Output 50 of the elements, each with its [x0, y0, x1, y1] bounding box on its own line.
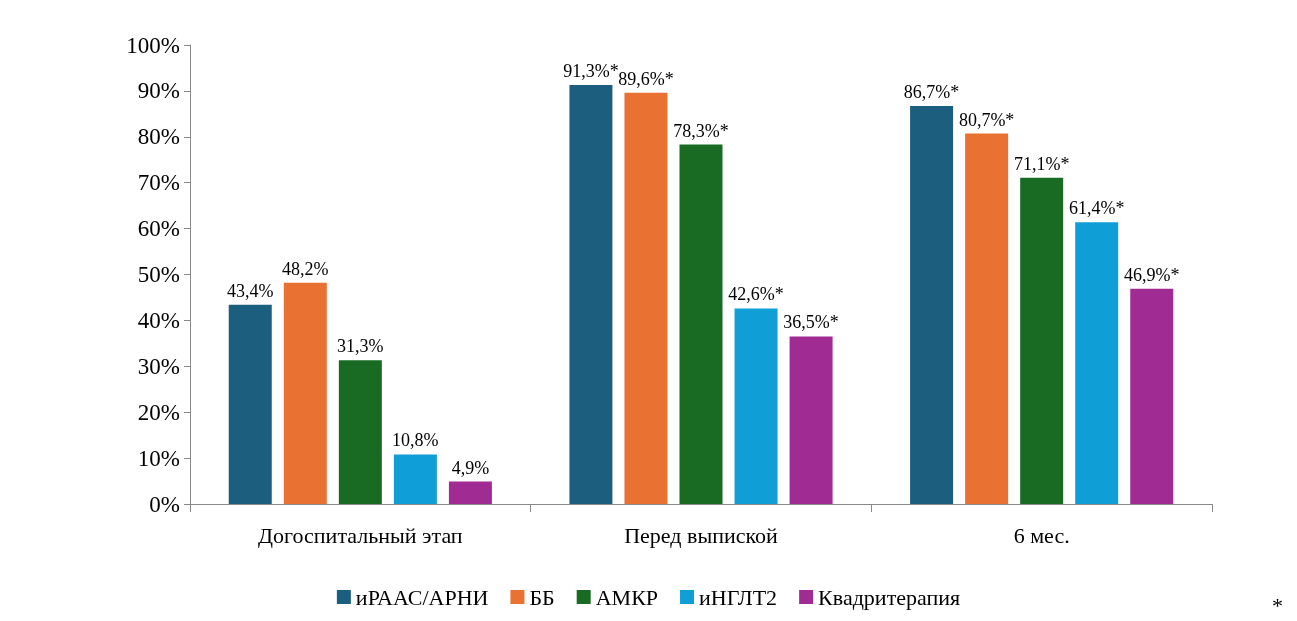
- data-label: 46,9%*: [1124, 264, 1180, 285]
- bar: [338, 360, 382, 504]
- legend-label: АМКР: [595, 584, 659, 610]
- y-tick-label: 0%: [149, 491, 180, 517]
- x-tick-label: 6 мес.: [1013, 522, 1070, 548]
- y-tick-label: 90%: [137, 78, 180, 104]
- data-label: 61,4%*: [1068, 198, 1125, 219]
- y-tick-label: 30%: [137, 353, 180, 379]
- bar: [393, 454, 437, 504]
- y-tick-label: 40%: [137, 307, 180, 333]
- data-label: 91,3%*: [563, 60, 619, 81]
- bar: [910, 106, 954, 504]
- y-tick-label: 50%: [137, 262, 180, 287]
- data-label: 43,4%: [227, 280, 274, 301]
- text: *: [1272, 592, 1283, 618]
- data-label: 10,8%: [392, 430, 439, 451]
- bar: [1130, 288, 1174, 504]
- y-tick-label: 20%: [137, 399, 180, 425]
- bar: [1020, 177, 1064, 504]
- x-tick-label: Догоспитальный этап: [258, 522, 463, 548]
- bar: [569, 84, 613, 504]
- bar: [965, 133, 1009, 504]
- x-tick-label: Перед выпиской: [624, 522, 779, 548]
- bar: [679, 144, 723, 504]
- bar: [624, 92, 668, 504]
- data-label: 48,2%: [282, 258, 329, 279]
- bar: [228, 304, 272, 504]
- data-label: 80,7%*: [958, 109, 1015, 130]
- data-label: 86,7%*: [903, 82, 960, 103]
- bar: [283, 282, 327, 504]
- y-tick-label: 80%: [137, 124, 180, 150]
- bar: [448, 481, 492, 504]
- data-label: 42,6%*: [728, 284, 784, 305]
- y-tick-label: 10%: [137, 445, 180, 471]
- legend-label: иНГЛТ2: [699, 584, 778, 610]
- legend-label: Квадритерапия: [818, 584, 961, 610]
- data-label: 89,6%*: [618, 68, 674, 89]
- bar: [789, 336, 833, 504]
- data-label: 71,1%*: [1013, 153, 1070, 174]
- y-tick-label: 100%: [126, 32, 180, 58]
- data-label: 78,3%*: [673, 120, 729, 141]
- data-label: 31,3%: [337, 336, 384, 357]
- legend-label: иРААС/АРНИ: [355, 584, 489, 610]
- legend-label: ББ: [529, 584, 555, 610]
- y-tick-label: 70%: [137, 170, 180, 196]
- bar: [1075, 222, 1119, 504]
- y-tick-label: 60%: [137, 216, 180, 242]
- data-label: 36,5%*: [783, 312, 839, 333]
- data-label: 4,9%: [451, 457, 490, 478]
- bar: [734, 308, 778, 504]
